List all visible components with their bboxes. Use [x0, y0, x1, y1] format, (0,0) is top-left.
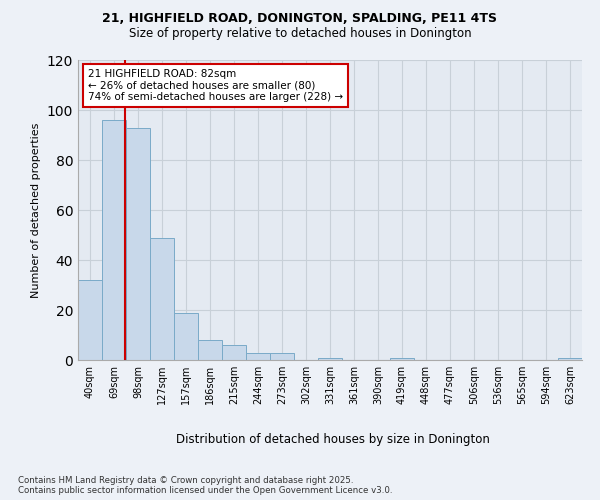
Y-axis label: Number of detached properties: Number of detached properties: [31, 122, 41, 298]
Text: Size of property relative to detached houses in Donington: Size of property relative to detached ho…: [128, 28, 472, 40]
Bar: [246, 352, 270, 360]
Text: 21, HIGHFIELD ROAD, DONINGTON, SPALDING, PE11 4TS: 21, HIGHFIELD ROAD, DONINGTON, SPALDING,…: [103, 12, 497, 26]
Bar: [102, 120, 126, 360]
Bar: [126, 128, 150, 360]
Bar: [198, 340, 222, 360]
Bar: [78, 280, 102, 360]
Bar: [318, 358, 342, 360]
Bar: [270, 352, 294, 360]
Bar: [174, 312, 198, 360]
Bar: [558, 358, 582, 360]
Text: 21 HIGHFIELD ROAD: 82sqm
← 26% of detached houses are smaller (80)
74% of semi-d: 21 HIGHFIELD ROAD: 82sqm ← 26% of detach…: [88, 69, 343, 102]
Text: Contains HM Land Registry data © Crown copyright and database right 2025.
Contai: Contains HM Land Registry data © Crown c…: [18, 476, 392, 495]
Bar: [390, 358, 414, 360]
Bar: [222, 345, 246, 360]
Text: Distribution of detached houses by size in Donington: Distribution of detached houses by size …: [176, 432, 490, 446]
Bar: [150, 238, 174, 360]
